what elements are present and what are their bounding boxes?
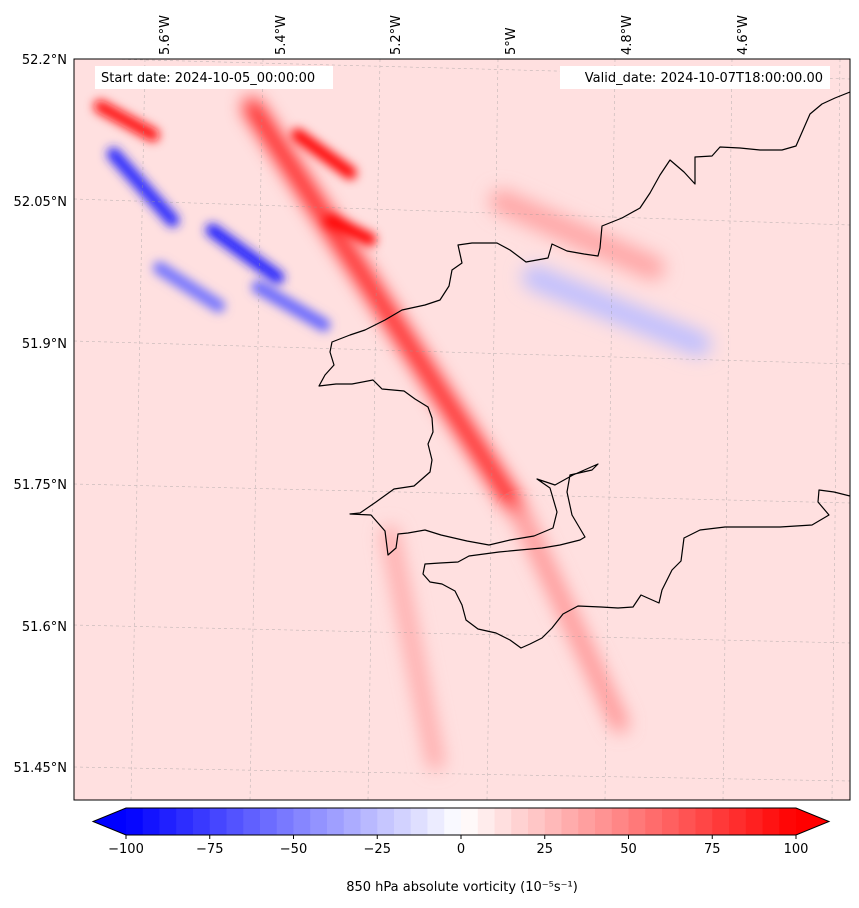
colorbar-tick-label: −25 xyxy=(364,842,391,857)
colorbar-extend-max xyxy=(796,808,829,835)
colorbar-segment xyxy=(611,808,630,835)
colorbar-segment xyxy=(745,808,764,835)
lon-tick-label: 5.2°W xyxy=(389,15,404,55)
colorbar-segment xyxy=(226,808,244,835)
start-label-box xyxy=(95,66,333,89)
colorbar-segment xyxy=(260,808,278,835)
colorbar-segment xyxy=(779,808,797,835)
coastline xyxy=(318,91,850,649)
colorbar-tick-label: −100 xyxy=(108,842,144,857)
colorbar-segment xyxy=(377,808,395,835)
colorbar-tick-label: 25 xyxy=(536,842,553,857)
valid-label-box xyxy=(560,66,830,89)
colorbar-segment xyxy=(561,808,579,835)
colorbar-segment xyxy=(595,808,613,835)
colorbar-segments xyxy=(126,808,797,835)
west-coast-band xyxy=(381,526,444,770)
colorbar-segment xyxy=(310,808,328,835)
main-vorticity-band xyxy=(243,98,530,523)
colorbar-segment xyxy=(126,808,144,835)
lat-ticks: 52.2°N 52.05°N 51.9°N 51.75°N 51.6°N 51.… xyxy=(14,53,67,776)
lon-tick-label: 4.8°W xyxy=(620,15,635,55)
colorbar-segment xyxy=(494,808,512,835)
colorbar-ticks: −100 −75 −50 −25 0 25 50 75 100 xyxy=(108,835,808,857)
wave-train-positive-1 xyxy=(93,100,160,142)
colorbar-segment xyxy=(729,808,747,835)
colorbar-extend-min xyxy=(93,808,126,835)
lower-band-extension xyxy=(513,507,628,732)
colorbar-tick-label: 100 xyxy=(784,842,809,857)
colorbar-tick-label: 0 xyxy=(457,842,465,857)
colorbar-segment xyxy=(360,808,378,835)
colorbar-segment xyxy=(544,808,563,835)
colorbar-segment xyxy=(662,808,680,835)
vorticity-detail xyxy=(93,100,377,332)
colorbar-segment xyxy=(159,808,177,835)
colorbar-segment xyxy=(528,808,546,835)
colorbar-segment xyxy=(327,808,345,835)
wave-train-positive-3 xyxy=(323,214,377,246)
lat-tick-label: 52.2°N xyxy=(22,53,67,68)
lon-tick-label: 5°W xyxy=(504,27,519,55)
colorbar-segment xyxy=(343,808,362,835)
wave-train-negative-4 xyxy=(152,261,226,313)
wave-train-positive-2 xyxy=(291,128,357,180)
colorbar-segment xyxy=(276,808,295,835)
lat-tick-label: 52.05°N xyxy=(14,195,67,210)
colorbar-label: 850 hPa absolute vorticity (10⁻⁵s⁻¹) xyxy=(346,880,578,895)
valid-date-label: Valid_date: 2024-10-07T18:00:00.00 xyxy=(585,71,823,86)
colorbar-segment xyxy=(645,808,663,835)
colorbar-segment xyxy=(477,808,496,835)
colorbar: −100 −75 −50 −25 0 25 50 75 100 850 hPa absolute… xyxy=(91,807,831,895)
colorbar-tick-label: 50 xyxy=(620,842,637,857)
lon-tick-label: 4.6°W xyxy=(736,15,751,55)
wave-train-negative-2 xyxy=(205,223,285,284)
colorbar-segment xyxy=(243,808,261,835)
map-area xyxy=(74,59,850,800)
colorbar-segment xyxy=(695,808,713,835)
vorticity-field xyxy=(243,98,711,770)
colorbar-segment xyxy=(410,808,429,835)
colorbar-segment xyxy=(427,808,445,835)
colorbar-segment xyxy=(678,808,697,835)
colorbar-tick-label: −50 xyxy=(280,842,307,857)
colorbar-segment xyxy=(193,808,211,835)
colorbar-tick-label: 75 xyxy=(704,842,721,857)
eastern-land-band xyxy=(522,265,711,356)
lat-tick-label: 51.45°N xyxy=(14,761,67,776)
lon-tick-label: 5.6°W xyxy=(158,15,173,55)
colorbar-segment xyxy=(293,808,311,835)
colorbar-segment xyxy=(444,808,462,835)
colorbar-segment xyxy=(511,808,529,835)
colorbar-segment xyxy=(712,808,730,835)
lat-tick-label: 51.6°N xyxy=(22,620,67,635)
wave-train-negative-1 xyxy=(106,147,180,227)
lat-tick-label: 51.75°N xyxy=(14,478,67,493)
start-date-label: Start date: 2024-10-05_00:00:00 xyxy=(101,71,315,86)
colorbar-segment xyxy=(762,808,780,835)
lon-ticks: 5.6°W 5.4°W 5.2°W 5°W 4.8°W 4.6°W xyxy=(158,15,751,55)
colorbar-segment xyxy=(578,808,596,835)
colorbar-segment xyxy=(142,808,161,835)
colorbar-segment xyxy=(461,808,479,835)
plot-frame xyxy=(73,58,851,801)
colorbar-segment xyxy=(628,808,646,835)
colorbar-segment xyxy=(176,808,194,835)
colorbar-tick-label: −75 xyxy=(196,842,223,857)
lon-tick-label: 5.4°W xyxy=(274,15,289,55)
colorbar-segment xyxy=(209,808,228,835)
lat-tick-label: 51.9°N xyxy=(22,337,67,352)
wave-train-negative-3 xyxy=(251,280,331,332)
north-channel-band xyxy=(489,189,665,280)
colorbar-segment xyxy=(394,808,412,835)
